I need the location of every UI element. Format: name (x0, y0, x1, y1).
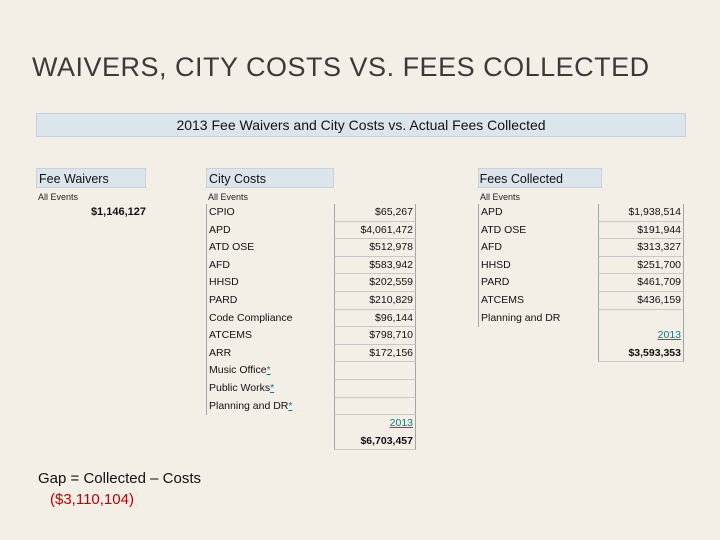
city-costs-row-value: $96,144 (334, 309, 416, 328)
city-costs-row-value: $512,978 (334, 239, 416, 257)
fees-collected-row-label: Planning and DR (478, 309, 598, 328)
city-costs-row-label: CPIO (206, 204, 334, 222)
city-costs-row-label: ATD OSE (206, 239, 334, 257)
slide-title: WAIVERS, CITY COSTS VS. FEES COLLECTED (32, 52, 650, 82)
city-costs-row-label: Code Compliance (206, 309, 334, 328)
city-costs-row-label: ATCEMS (206, 327, 334, 345)
row-label-text: ATD OSE (209, 241, 255, 254)
fee-waivers-value: $1,146,127 (90, 206, 146, 218)
city-costs-total: $6,703,457 (334, 432, 416, 451)
fees-collected-row-value: $191,944 (598, 221, 684, 240)
city-costs-row-label: Public Works* (206, 380, 334, 398)
fees-collected-row-label: APD (478, 204, 598, 222)
row-label-text: ARR (209, 346, 232, 359)
footnote-star-link[interactable]: * (266, 364, 271, 377)
city-costs-row-value: $583,942 (334, 256, 416, 275)
city-costs-total-year: 2013 (334, 415, 416, 433)
fees-collected-header: Fees Collected (478, 168, 602, 188)
gap-label: Gap = Collected – Costs (38, 470, 202, 487)
city-costs-sublabel: All Events (208, 192, 249, 202)
city-costs-row-label: ARR (206, 344, 334, 363)
fees-collected-row-value: $313,327 (598, 239, 684, 257)
city-costs-row-value (334, 397, 416, 416)
row-label-text: Planning and DR (209, 399, 289, 412)
city-costs-header: City Costs (206, 168, 334, 188)
city-costs-total-year-link[interactable]: 2013 (389, 417, 413, 429)
table-banner: 2013 Fee Waivers and City Costs vs. Actu… (36, 113, 686, 137)
city-costs-row-label: HHSD (206, 274, 334, 292)
fees-collected-row-label: ATCEMS (478, 292, 598, 310)
city-costs-row-value (334, 380, 416, 398)
row-label-text: Public Works (209, 382, 271, 394)
row-label-text: ATCEMS (209, 329, 252, 342)
city-costs-row-label: AFD (206, 256, 334, 275)
city-costs-row-value: $172,156 (334, 344, 416, 363)
city-costs-row-label: PARD (206, 292, 334, 310)
city-costs-row-value: $65,267 (334, 204, 416, 222)
fees-collected-row-value: $436,159 (598, 292, 684, 310)
row-label-text: PARD (209, 294, 238, 306)
row-label-text: HHSD (209, 276, 239, 289)
fees-collected-total-year-link[interactable]: 2013 (657, 329, 681, 342)
fees-collected-sublabel: All Events (480, 192, 521, 202)
row-label-text: Music Office (209, 364, 267, 377)
fees-collected-total: $3,593,353 (598, 344, 684, 363)
city-costs-row-value: $798,710 (334, 327, 416, 345)
fee-waivers-header: Fee Waivers (36, 168, 146, 188)
fees-collected-row-label: AFD (478, 239, 598, 257)
city-costs-row-label: APD (206, 221, 334, 240)
city-costs-row-value: $202,559 (334, 274, 416, 292)
fees-collected-row-label: PARD (478, 274, 598, 292)
city-costs-row-label: Music Office* (206, 362, 334, 380)
city-costs-row-value: $210,829 (334, 292, 416, 310)
row-label-text: AFD (209, 258, 230, 271)
gap-value: ($3,110,104) (50, 491, 134, 508)
footnote-star-link[interactable]: * (288, 399, 293, 412)
row-label-text: Code Compliance (209, 311, 293, 324)
fees-collected-row-label: HHSD (478, 256, 598, 275)
footnote-star-link[interactable]: * (270, 382, 275, 394)
fees-collected-row-value: $1,938,514 (598, 204, 684, 222)
city-costs-row-label: Planning and DR* (206, 397, 334, 416)
row-label-text: CPIO (209, 206, 235, 218)
fee-waivers-sublabel: All Events (38, 192, 79, 202)
city-costs-row-value: $4,061,472 (334, 221, 416, 240)
city-costs-row-value (334, 362, 416, 380)
fees-collected-row-value: $251,700 (598, 256, 684, 275)
fees-collected-row-value: $461,709 (598, 274, 684, 292)
fees-collected-total-year: 2013 (598, 327, 684, 345)
fees-collected-row-value (598, 309, 684, 328)
fees-collected-row-label: ATD OSE (478, 221, 598, 240)
row-label-text: APD (209, 223, 231, 236)
